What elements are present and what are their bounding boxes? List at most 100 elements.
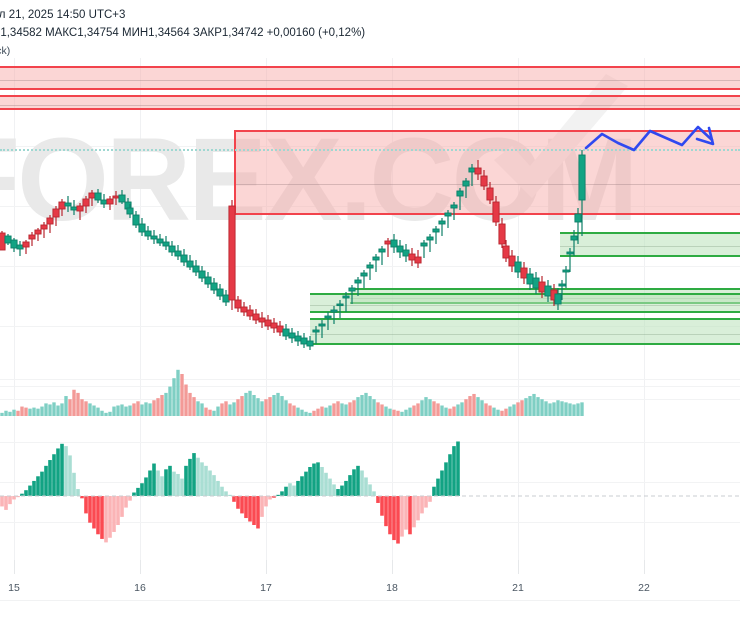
macd-bar-11 [44,465,48,496]
volume-bar-71 [284,400,288,416]
chart-indicator-label: Wick) [0,45,11,57]
macd-bar-68 [272,496,276,498]
vertical-gridline-0 [14,58,15,365]
vertical-gridline-2 [266,365,267,420]
candle-85 [502,240,510,262]
macd-bar-90 [360,470,364,496]
macd-bar-59 [236,496,240,509]
volume-bar-141 [564,402,568,416]
vertical-gridline-5 [644,58,645,365]
volume-bar-9 [36,408,40,416]
candlestick-series [0,150,586,350]
axis-rule [0,600,740,601]
volume-bar-120 [480,400,484,416]
macd-bar-5 [20,493,24,496]
candle-6 [34,228,42,241]
axis-tickmark-0 [14,560,15,574]
candle-14 [82,196,90,213]
axis-tick-label-18[interactable]: 18 [386,582,398,594]
volume-bar-139 [556,400,560,416]
candle-83 [492,196,500,226]
macd-bar-87 [348,475,352,496]
candle-53 [312,326,320,344]
candle-25 [144,226,152,240]
volume-bar-5 [20,406,24,416]
candle-87 [514,256,522,278]
macd-bar-98 [392,496,396,541]
axis-tick-label-15[interactable]: 15 [8,582,20,594]
candle-13 [76,203,84,220]
axis-tick-label-16[interactable]: 16 [134,582,146,594]
candle-22 [126,204,134,218]
macd-bar-0 [0,496,4,507]
volume-bar-61 [244,392,248,416]
macd-bar-92 [368,484,372,496]
macd-bar-78 [312,463,316,496]
macd-bar-107 [428,496,432,502]
axis-tick-label-22[interactable]: 22 [638,582,650,594]
candle-64 [378,246,386,265]
macd-bar-101 [404,496,408,530]
macd-bar-30 [120,496,124,517]
macd-bar-22 [88,496,92,523]
macd-bar-23 [92,496,96,529]
volume-bar-55 [220,403,224,416]
candle-8 [46,215,54,233]
macd-bar-10 [40,471,44,496]
vertical-gridline-4 [518,58,519,365]
macd-bar-39 [156,470,160,496]
candle-72 [426,234,434,252]
macd-bar-35 [140,483,144,496]
axis-tick-container: 15 16 17 18 21 22 [0,560,740,620]
candle-60 [354,277,362,296]
vertical-gridline-2 [266,420,267,560]
macd-bar-75 [300,476,304,496]
macd-bar-33 [132,492,136,496]
volume-bar-4 [16,410,20,416]
candle-42 [246,305,254,320]
x-axis[interactable]: 15 16 17 18 21 22 [0,560,740,620]
volume-bar-116 [464,399,468,416]
macd-bar-63 [252,496,256,525]
volume-bar-46 [184,384,188,416]
macd-bar-64 [256,496,260,529]
macd-bar-53 [212,475,216,496]
chart-ohlc-values: ОТКР1,34582 МАКС1,34754 МИН1,34564 ЗАКР1… [0,27,366,39]
vertical-gridline-1 [140,58,141,365]
volume-bar-89 [356,397,360,416]
macd-bar-105 [420,496,424,514]
macd-bar-54 [216,480,220,496]
volume-bar-20 [80,399,84,416]
macd-bar-100 [400,496,404,537]
macd-bar-76 [304,471,308,496]
price-pane [0,58,740,387]
macd-bar-56 [224,491,228,496]
price-gridline-1 [0,206,740,207]
candle-94 [554,288,562,310]
axis-tick-label-21[interactable]: 21 [512,582,524,594]
volume-bar-106 [424,397,428,416]
macd-bar-74 [296,480,300,496]
candle-82 [486,182,494,204]
volume-bar-15 [60,403,64,416]
macd-bar-29 [116,496,120,525]
volume-bar-43 [172,378,176,416]
volume-bar-2 [8,411,12,416]
macd-bar-13 [52,454,56,496]
axis-tick-label-17[interactable]: 17 [260,582,272,594]
macd-bar-89 [356,465,360,496]
volume-bar-66 [264,399,268,416]
candle-56 [330,306,338,324]
macd-bar-81 [324,472,328,496]
macd-bar-19 [76,489,80,496]
candle-86 [508,250,516,272]
macd-bar-12 [48,460,52,496]
volume-bar-85 [340,403,344,416]
macd-bar-9 [36,476,40,496]
volume-bar-22 [88,403,92,416]
volume-bar-88 [352,400,356,416]
candle-7 [40,222,48,238]
volume-bar-0 [0,412,4,416]
volume-bar-69 [276,392,280,416]
